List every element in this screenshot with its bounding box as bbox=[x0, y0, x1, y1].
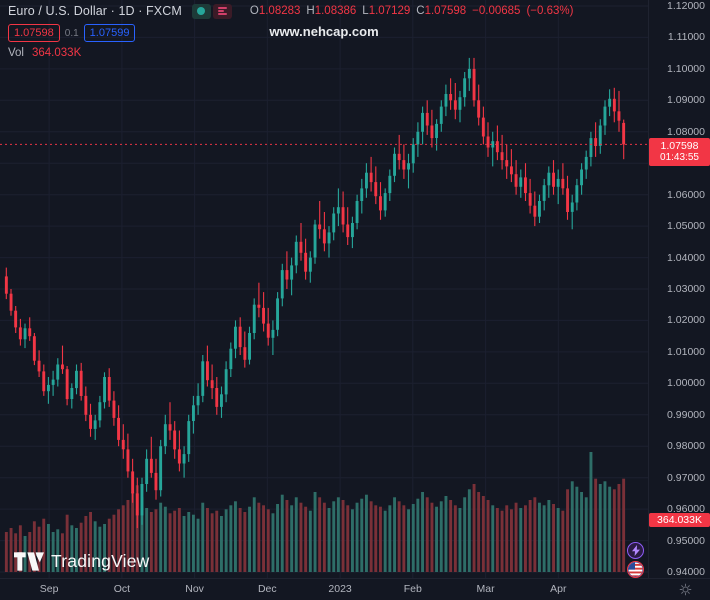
current-price-tag: 1.07598 01:43:55 bbox=[649, 138, 710, 167]
price-tick: 1.02000 bbox=[667, 314, 705, 327]
time-tick: Mar bbox=[476, 583, 495, 595]
tradingview-mark-icon bbox=[14, 552, 44, 571]
ask-price-box[interactable]: 1.07599 bbox=[83, 24, 136, 42]
price-tick: 1.05000 bbox=[667, 220, 705, 233]
price-tick: 1.10000 bbox=[667, 62, 705, 75]
price-tick: 1.12000 bbox=[667, 0, 705, 12]
price-tick: 1.03000 bbox=[667, 283, 705, 295]
bars-icon[interactable] bbox=[212, 3, 232, 19]
chart-canvas[interactable] bbox=[0, 0, 648, 578]
bar-countdown: 01:43:55 bbox=[660, 152, 699, 164]
price-axis[interactable]: 1.120001.110001.100001.090001.080001.070… bbox=[648, 0, 710, 578]
price-tick: 1.08000 bbox=[667, 125, 705, 138]
lightning-badge-icon[interactable] bbox=[627, 542, 644, 559]
price-tick: 1.06000 bbox=[667, 188, 705, 201]
time-tick: Apr bbox=[550, 583, 567, 595]
time-tick: Nov bbox=[185, 583, 204, 595]
eye-dot bbox=[197, 7, 206, 15]
time-tick: 2023 bbox=[328, 583, 352, 595]
time-tick: Dec bbox=[257, 583, 277, 595]
time-tick: Feb bbox=[403, 583, 422, 595]
time-tick: Sep bbox=[39, 583, 59, 595]
time-tick: Oct bbox=[113, 583, 131, 595]
current-price-value: 1.07598 bbox=[660, 140, 699, 153]
chart-svg bbox=[0, 0, 648, 578]
price-tick: 1.11000 bbox=[667, 31, 705, 44]
price-tick: 0.98000 bbox=[667, 440, 705, 453]
us-flag-glyph bbox=[628, 562, 643, 577]
tradingview-logo[interactable]: TradingView bbox=[14, 551, 150, 572]
price-tick: 1.01000 bbox=[667, 345, 705, 358]
price-tick: 1.00000 bbox=[667, 377, 705, 390]
bid-price-box[interactable]: 1.07598 bbox=[8, 24, 60, 42]
price-tick: 0.99000 bbox=[667, 408, 705, 421]
price-tick: 0.97000 bbox=[667, 471, 705, 484]
quote-row: 1.07598 0.1 1.07599 bbox=[8, 24, 573, 42]
price-tick: 1.09000 bbox=[667, 94, 705, 107]
current-volume-tag: 364.033K bbox=[649, 513, 710, 528]
price-tick: 0.94000 bbox=[667, 566, 705, 578]
spread-value: 0.1 bbox=[64, 27, 79, 39]
eye-icon[interactable] bbox=[191, 3, 211, 19]
us-flag-badge-icon[interactable] bbox=[627, 561, 644, 578]
legend-toggles bbox=[191, 3, 232, 19]
time-axis[interactable]: Sep Oct Nov Dec 2023 Feb Mar Apr bbox=[0, 578, 710, 600]
gear-icon[interactable] bbox=[679, 583, 692, 596]
price-tick: 0.96000 bbox=[667, 503, 705, 516]
price-tick: 1.04000 bbox=[667, 251, 705, 264]
price-tick: 0.95000 bbox=[667, 534, 705, 547]
bars-glyph bbox=[217, 7, 227, 15]
lightning-bolt-glyph bbox=[631, 545, 640, 556]
tradingview-wordmark: TradingView bbox=[51, 551, 150, 571]
corner-badges bbox=[627, 542, 644, 578]
